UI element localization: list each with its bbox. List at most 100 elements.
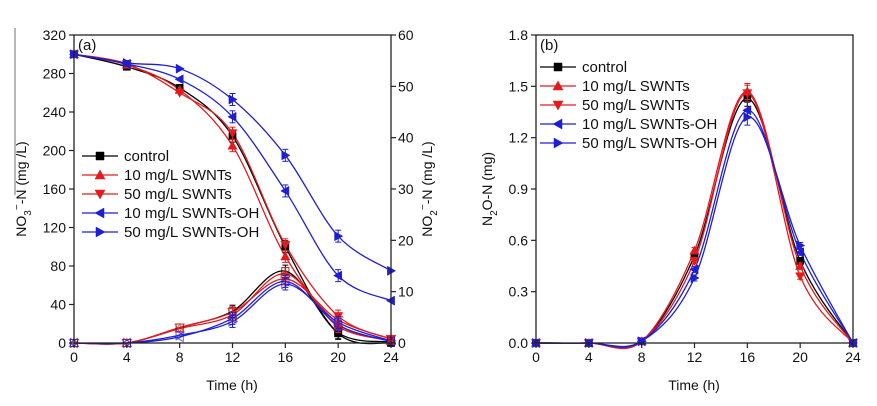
50-mg-l-swnts-nitrate-point	[227, 129, 238, 139]
10-mg-l-swnts-nitrate-point	[280, 251, 291, 261]
y-tick-label: 280	[43, 66, 67, 82]
10-mg-l-swnts-oh-nitrate-point	[174, 74, 184, 85]
y2-tick-label: 50	[398, 78, 414, 94]
x-tick-label: 12	[687, 349, 703, 365]
y2-tick-label: 40	[398, 130, 414, 146]
panel-a-y2-ticks: 0 10 20 30 40 50 60	[391, 27, 414, 351]
panel-b: 0 4 8 12 16 20 24 0.0 0.3 0.6 0.9 1.2 1.5 1.8 (b) Ti…	[479, 27, 861, 393]
panel-b-legend: control 10 mg/L SWNTs 50 mg/L SWNTs 10 mg/L…	[540, 59, 717, 152]
y-tick-label: 40	[50, 297, 66, 313]
50-mg-l-swnts-oh-nitrate-point	[281, 150, 291, 161]
panel-a-x-axis-title: Time (h)	[206, 377, 258, 393]
y-tick-label: 0.9	[509, 181, 529, 197]
panel-a-plot-frame	[73, 34, 392, 344]
y-tick-label: 1.2	[509, 130, 529, 146]
50-mg-l-swnts-oh-n2o-point	[796, 240, 806, 251]
panel-b-y-axis-title: N2O-N (mg)	[479, 152, 500, 226]
panel-b-x-ticks: 0 4 8 12 16 20 24	[532, 343, 861, 365]
panel-b-y-ticks: 0.0 0.3 0.6 0.9 1.2 1.5 1.8	[509, 27, 536, 351]
legend-marker-triangle-down	[94, 189, 106, 200]
y-tick-label: 0.3	[509, 284, 529, 300]
panel-a-points	[68, 49, 397, 349]
10-mg-l-swnts-n2o-point	[795, 260, 806, 270]
50-mg-l-swnts-oh-n2o-point	[690, 272, 700, 284]
x-tick-label: 24	[383, 349, 399, 365]
50-mg-l-swnts-oh-nitrate-point	[122, 57, 132, 68]
50-mg-l-swnts-oh-nitrite-point	[228, 316, 239, 327]
x-tick-label: 4	[123, 349, 131, 365]
x-tick-label: 16	[740, 349, 756, 365]
10-mg-l-swnts-oh-n2o-point	[742, 105, 752, 116]
50-mg-l-swnts-oh-n2o-point	[743, 112, 753, 123]
legend-label-50-mg-l-swnts: 50 mg/L SWNTs	[582, 97, 690, 114]
legend-marker-triangle-up	[552, 80, 564, 91]
y-tick-label: 80	[50, 258, 66, 274]
x-tick-label: 8	[176, 349, 184, 365]
y-tick-label: 200	[43, 143, 67, 159]
panel-a-x-ticks: 0 4 8 12 16 20 24	[70, 343, 399, 365]
legend-label-50-mg-l-swnts: 50 mg/L SWNTs	[124, 186, 232, 203]
panel-a-y2-axis-title: NO2−-N (mg /L)	[418, 141, 440, 236]
10-mg-l-swnts-oh-nitrate-curve	[73, 53, 392, 302]
50-mg-l-swnts-oh-nitrite-point	[281, 278, 291, 290]
y2-tick-label: 60	[398, 27, 414, 43]
legend-label-50-mg-l-swnts-oh: 50 mg/L SWNTs-OH	[582, 135, 717, 152]
x-tick-label: 24	[845, 349, 861, 365]
y2-tick-label: 30	[398, 181, 414, 197]
y2-tick-label: 10	[398, 284, 414, 300]
y2-tick-label: 20	[398, 232, 414, 248]
10-mg-l-swnts-oh-n2o-point	[689, 264, 699, 275]
10-mg-l-swnts-oh-n2o-point	[795, 247, 805, 258]
50-mg-l-swnts-nitrate-point	[280, 240, 291, 250]
legend-label-control: control	[124, 148, 169, 165]
x-tick-label: 4	[585, 349, 593, 365]
panel-a-legend: control 10 mg/L SWNTs 50 mg/L SWNTs 10 mg/L…	[82, 148, 259, 241]
legend-marker-square	[95, 151, 105, 161]
legend-label-control: control	[582, 59, 627, 76]
y-tick-label: 320	[43, 27, 67, 43]
y-tick-label: 160	[43, 181, 67, 197]
legend-label-50-mg-l-swnts-oh: 50 mg/L SWNTs-OH	[124, 224, 259, 241]
10-mg-l-swnts-oh-nitrate-point	[280, 185, 290, 196]
legend-label-10-mg-l-swnts: 10 mg/L SWNTs	[124, 167, 232, 184]
control-nitrite-point	[334, 328, 343, 337]
50-mg-l-swnts-oh-nitrate-point	[228, 94, 238, 105]
50-mg-l-swnts-oh-nitrite-point	[175, 329, 186, 341]
x-tick-label: 8	[638, 349, 646, 365]
50-mg-l-swnts-oh-nitrate-point	[334, 231, 344, 242]
y2-tick-label: 0	[398, 335, 406, 351]
y-tick-label: 240	[43, 104, 67, 120]
x-tick-label: 20	[792, 349, 808, 365]
panel-b-label: (b)	[540, 37, 558, 54]
panel-a-label: (a)	[78, 37, 96, 54]
10-mg-l-swnts-oh-nitrite-point	[174, 331, 184, 343]
y-tick-label: 1.5	[509, 78, 529, 94]
50-mg-l-swnts-oh-nitrate-point	[175, 63, 185, 74]
50-mg-l-swnts-n2o-point	[742, 89, 753, 99]
panel-a-y-axis-title: NO3−-N (mg /L)	[12, 141, 34, 236]
legend-marker-triangle-right	[95, 226, 106, 238]
50-mg-l-swnts-nitrate-point	[174, 88, 185, 98]
10-mg-l-swnts-n2o-point	[689, 245, 700, 255]
10-mg-l-swnts-oh-nitrate-point	[333, 270, 343, 281]
x-tick-label: 12	[225, 349, 241, 365]
legend-label-10-mg-l-swnts-oh: 10 mg/L SWNTs-OH	[124, 205, 259, 222]
legend-marker-triangle-right	[553, 137, 564, 149]
panel-a-y-ticks: 0 40 80 120 160 200 240 280 320	[43, 27, 74, 351]
legend-label-10-mg-l-swnts: 10 mg/L SWNTs	[582, 78, 690, 95]
50-mg-l-swnts-n2o-point	[795, 272, 806, 282]
y-tick-label: 120	[43, 220, 67, 236]
y-tick-label: 0	[58, 335, 66, 351]
50-mg-l-swnts-nitrite-point	[174, 323, 186, 334]
10-mg-l-swnts-oh-nitrate-point	[227, 111, 237, 122]
y-tick-label: 0.0	[509, 335, 529, 351]
x-tick-label: 0	[70, 349, 78, 365]
panel-a: 0 4 8 12 16 20 24 0 40 80 120 160 200 240 280 320 0 10 2…	[12, 27, 440, 393]
10-mg-l-swnts-oh-nitrite-point	[279, 276, 290, 287]
legend-marker-triangle-down	[552, 100, 564, 111]
panel-b-x-axis-title: Time (h)	[668, 377, 720, 393]
legend-label-10-mg-l-swnts-oh: 10 mg/L SWNTs-OH	[582, 116, 717, 133]
x-tick-label: 0	[532, 349, 540, 365]
legend-marker-square	[553, 62, 563, 72]
